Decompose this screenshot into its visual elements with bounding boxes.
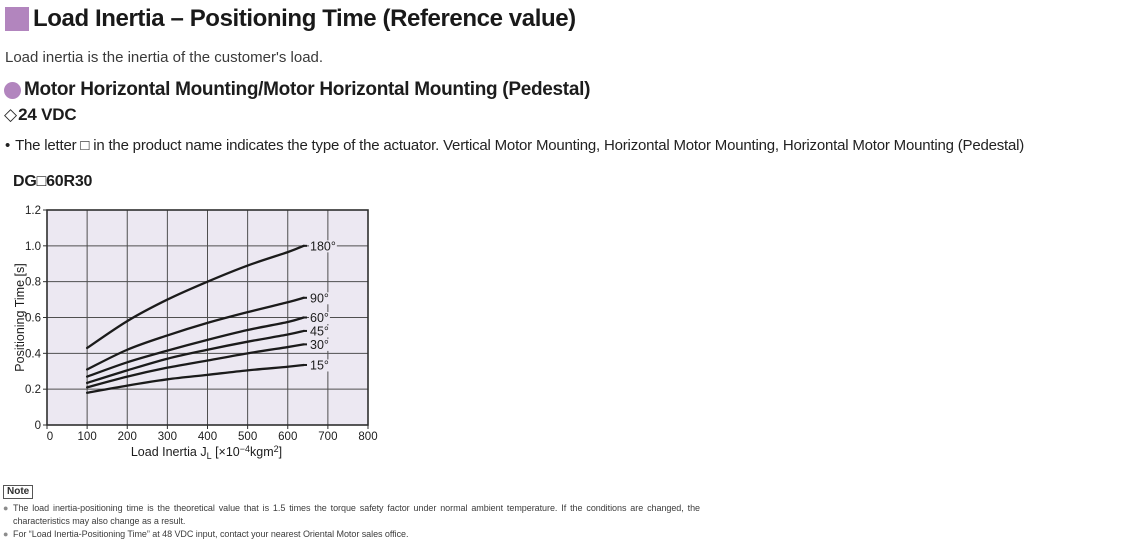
y-tick-label: 0.8 — [25, 277, 41, 289]
x-tick-label: 200 — [118, 431, 137, 443]
x-tick-label: 100 — [78, 431, 97, 443]
curve-label: 60° — [310, 311, 329, 325]
bullet-dot-icon: • — [5, 137, 11, 154]
x-tick-label: 400 — [198, 431, 217, 443]
page-title-row: Load Inertia – Positioning Time (Referen… — [5, 5, 576, 33]
product-name: DG□60R30 — [13, 173, 93, 190]
y-tick-label: 0.4 — [25, 348, 42, 360]
curve-label-bg — [309, 240, 337, 253]
curve-45° — [85, 329, 305, 385]
curve-label-bg — [309, 338, 330, 351]
actuator-note: The letter □ in the product name indicat… — [15, 137, 1025, 154]
section-square-icon — [5, 7, 29, 31]
y-axis-label: Positioning Time [s] — [13, 263, 27, 371]
curve-label-bg — [309, 312, 330, 324]
section-heading: Motor Horizontal Mounting/Motor Horizont… — [24, 79, 591, 100]
x-tick-label: 600 — [278, 431, 297, 443]
subsection-circle-icon — [4, 81, 21, 99]
curve-15° — [85, 363, 305, 394]
y-tick-label: 0 — [35, 420, 41, 432]
x-tick-label: 300 — [158, 431, 177, 443]
curve-label: 90° — [310, 291, 329, 305]
curve-90° — [85, 296, 305, 371]
note-bullet-icon: ● — [3, 529, 9, 539]
y-tick-label: 1.2 — [25, 205, 41, 217]
x-tick-label: 700 — [318, 431, 337, 443]
voltage-heading-row: ◇ 24 VDC — [4, 105, 77, 125]
note-item: ● For “Load Inertia-Positioning Time” at… — [3, 528, 603, 541]
curve-label: 45° — [310, 324, 329, 338]
curve-label: 180° — [310, 239, 336, 253]
y-tick-label: 1.0 — [25, 241, 41, 253]
x-tick-label: 500 — [238, 431, 257, 443]
page-subtitle: Load inertia is the inertia of the custo… — [5, 49, 324, 66]
y-tick-label: 0.6 — [25, 313, 41, 325]
curve-60° — [85, 316, 305, 378]
x-tick-label: 0 — [47, 431, 53, 443]
voltage-heading: 24 VDC — [18, 105, 77, 124]
note-label: Note — [3, 485, 34, 499]
curve-label-bg — [309, 359, 330, 372]
plot-border — [46, 209, 369, 426]
y-tick-label: 0.2 — [25, 384, 41, 396]
note-item: ● The load inertia-positioning time is t… — [3, 502, 700, 527]
section-heading-row: Motor Horizontal Mounting/Motor Horizont… — [4, 79, 590, 101]
note-text: The load inertia-positioning time is the… — [13, 503, 700, 526]
curve-180° — [85, 244, 305, 350]
diamond-icon: ◇ — [4, 105, 18, 124]
x-axis-label: Load Inertia JL [×10−4kgm2] — [131, 444, 282, 461]
curve-label-bg — [309, 292, 330, 305]
actuator-note-row: • The letter □ in the product name indica… — [5, 137, 1024, 154]
curve-label: 15° — [310, 358, 329, 372]
page-title: Load Inertia – Positioning Time (Referen… — [33, 5, 576, 32]
positioning-time-chart: 180° 90° 60°45°30° 15° 0 0.2 0.4 0.6 0.8 1.0 1.2 0 1… — [13, 205, 378, 461]
x-tick-label: 800 — [358, 431, 377, 443]
curve-label-bg — [309, 325, 330, 338]
curve-30° — [85, 343, 305, 389]
note-bullet-icon: ● — [3, 503, 9, 513]
note-text: For “Load Inertia-Positioning Time” at 4… — [13, 529, 409, 539]
curve-label: 30° — [310, 338, 329, 352]
